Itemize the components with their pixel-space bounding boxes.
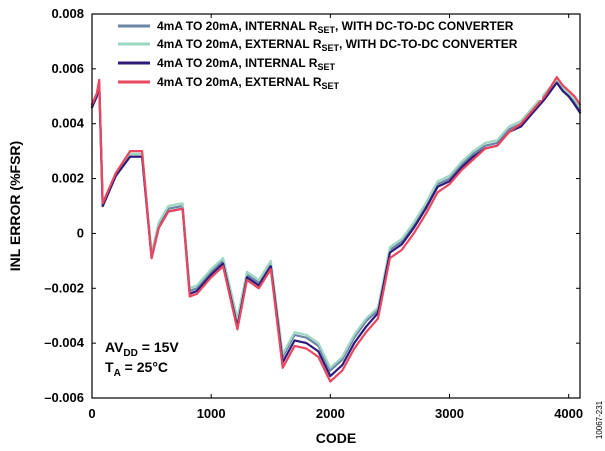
figure-id: 10067-231 xyxy=(595,400,604,439)
plot-area-frame xyxy=(91,13,581,399)
legend-background xyxy=(110,18,542,100)
series-line-4 xyxy=(90,75,582,383)
legend-entry-2: 4mA TO 20mA, EXTERNAL RSET, WITH DC-TO-D… xyxy=(157,37,518,53)
annotation-avdd: AVDD = 15V xyxy=(105,339,179,359)
y-tick-label: 0.008 xyxy=(51,6,84,21)
legend-entry-4: 4mA TO 20mA, EXTERNAL RSET xyxy=(157,75,339,91)
y-tick-label: 0.006 xyxy=(51,61,84,76)
axis-ticks: –0.006 –0.004 –0.002 0 0.002 0.004 0.006 0.008 0… xyxy=(44,6,583,421)
series-line-3 xyxy=(90,81,582,378)
x-tick-label: 4000 xyxy=(554,406,583,421)
x-tick-label: 2000 xyxy=(316,406,345,421)
y-tick-label: 0.002 xyxy=(51,171,84,186)
legend-entry-1: 4mA TO 20mA, INTERNAL RSET, WITH DC-TO-D… xyxy=(157,19,514,35)
series-line-1 xyxy=(90,81,582,372)
y-tick-label: 0 xyxy=(77,225,84,240)
x-axis-label: CODE xyxy=(316,430,356,446)
annotation-background xyxy=(96,333,226,379)
series-layer xyxy=(90,75,582,383)
annotation-temperature: TA = 25°C xyxy=(105,359,168,379)
y-tick-label: 0.004 xyxy=(51,116,84,131)
x-tick-label: 3000 xyxy=(435,406,464,421)
y-tick-label: –0.002 xyxy=(44,280,84,295)
legend-entry-3: 4mA TO 20mA, INTERNAL RSET xyxy=(157,56,335,72)
x-tick-label: 1000 xyxy=(197,406,226,421)
x-tick-label: 0 xyxy=(88,406,95,421)
y-tick-label: –0.006 xyxy=(44,390,84,405)
y-axis-label: INL ERROR (%FSR) xyxy=(7,141,23,271)
legend: 4mA TO 20mA, INTERNAL RSET, WITH DC-TO-D… xyxy=(110,18,542,100)
y-tick-label: –0.004 xyxy=(44,335,85,350)
series-line-2 xyxy=(90,78,582,369)
